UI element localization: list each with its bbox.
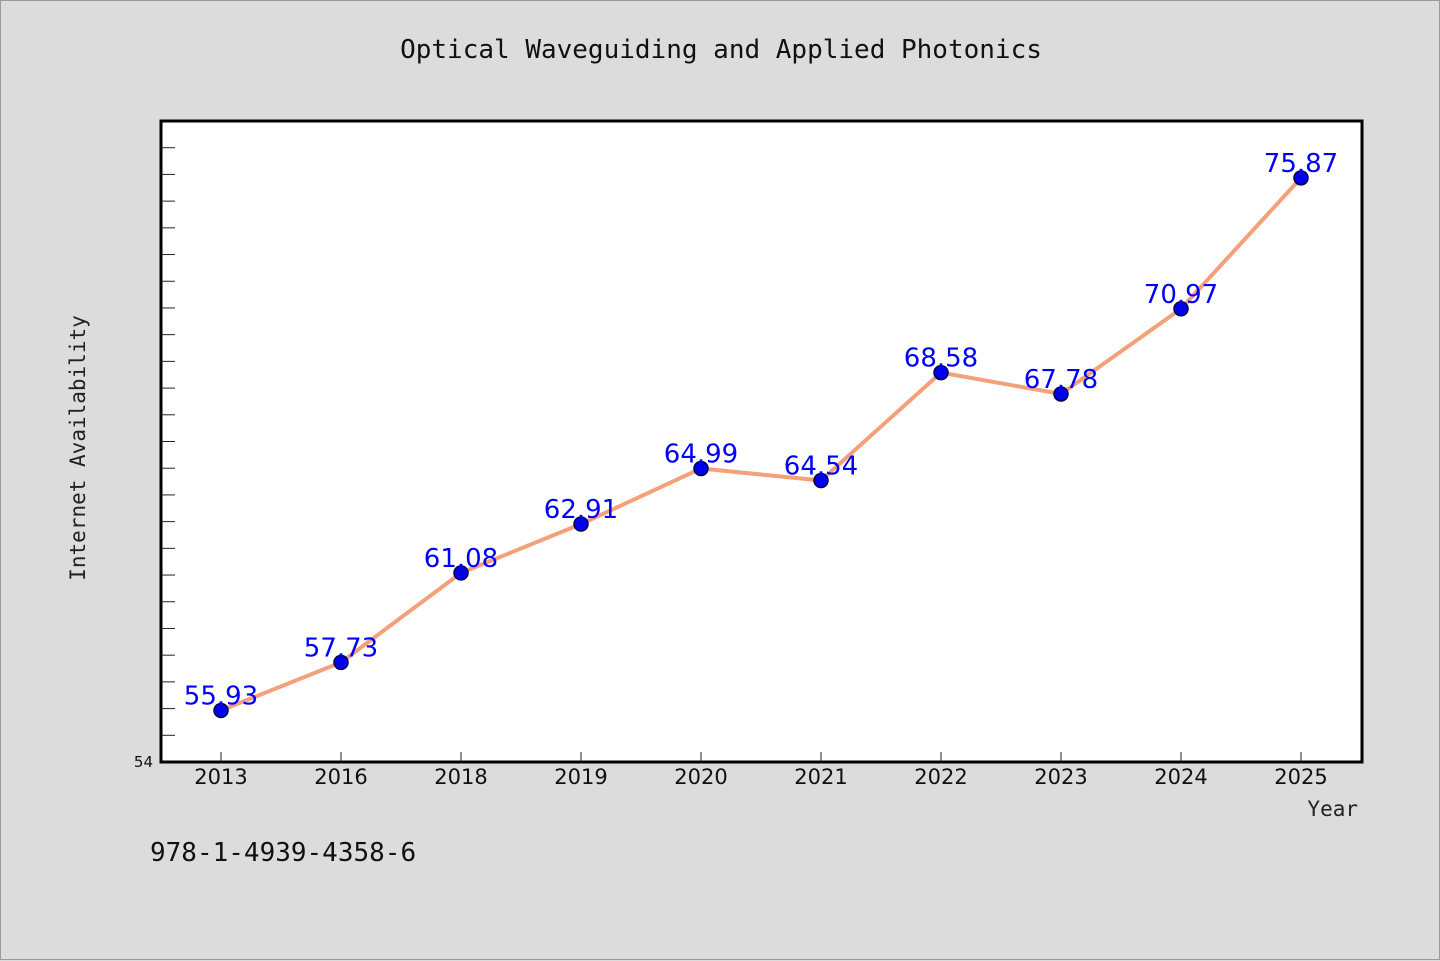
plot-area [159,119,1364,764]
data-point [213,702,229,719]
x-tick-label: 2020 [674,765,727,789]
data-point [1293,170,1309,186]
x-tick-label: 2016 [314,765,367,789]
x-tick-label: 2024 [1154,765,1207,789]
x-tick-label: 2013 [194,765,247,789]
x-tick-label: 2021 [794,765,847,789]
data-point [933,364,949,381]
data-point [573,516,589,532]
data-label: 64.54 [784,451,858,481]
data-point [333,654,349,671]
x-tick-label: 2023 [1034,765,1087,789]
chart-title: Optical Waveguiding and Applied Photonic… [400,35,1042,65]
data-label: 67.78 [1024,365,1098,395]
data-label: 70.97 [1144,280,1218,310]
x-tick-label: 2018 [434,765,487,789]
data-point [693,460,709,477]
isbn-text: 978-1-4939-4358-6 [150,838,417,868]
data-label: 75.87 [1264,149,1338,179]
data-label: 55.93 [184,681,258,711]
series-line [219,175,1303,713]
y-tick-label: 54 [134,753,153,771]
x-tick-label: 2025 [1274,765,1327,789]
x-axis-label: Year [1307,797,1358,821]
data-point [1173,301,1189,317]
data-label: 68.58 [904,344,978,374]
data-point [1053,386,1069,402]
data-label: 64.99 [664,439,738,469]
x-tick-label: 2022 [914,765,967,789]
data-point [813,472,829,489]
x-tick-label: 2019 [554,765,607,789]
data-label: 61.08 [424,544,498,574]
data-label: 62.91 [544,495,618,525]
data-label: 57.73 [304,633,378,663]
data-point [453,565,469,581]
